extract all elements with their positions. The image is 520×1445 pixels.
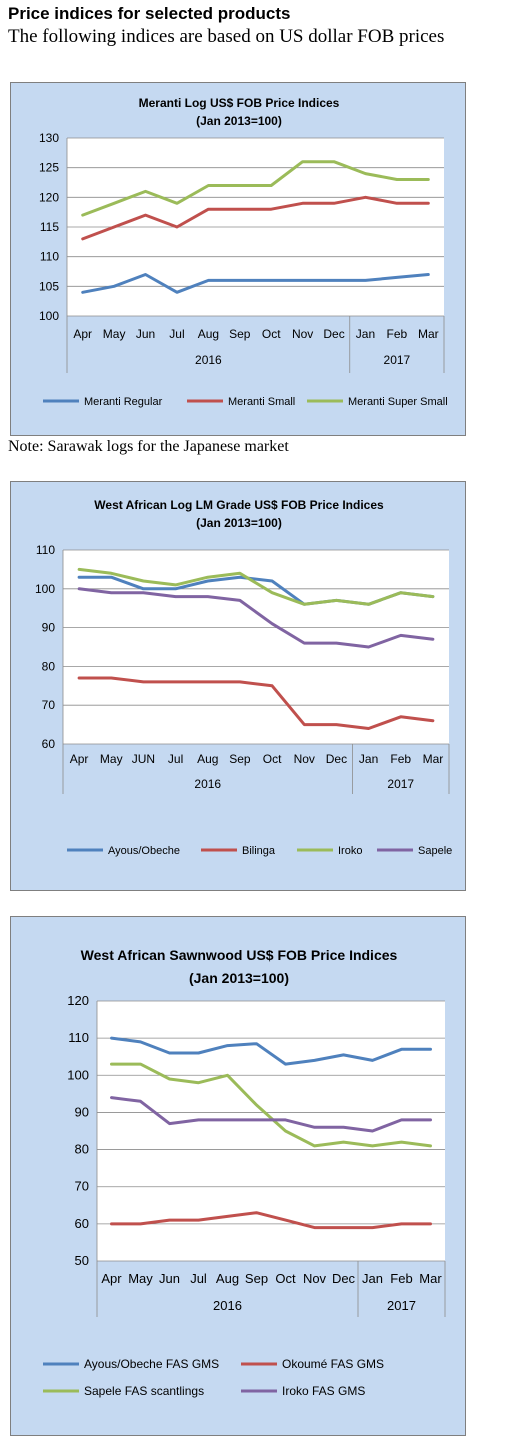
y-tick-label: 105 <box>39 279 59 293</box>
x-tick-label: Aug <box>216 1271 239 1286</box>
x-tick-label: Jun <box>159 1271 180 1286</box>
year-label: 2016 <box>213 1298 242 1313</box>
x-tick-label: Dec <box>326 752 347 766</box>
chart-title: West African Sawnwood US$ FOB Price Indi… <box>81 947 398 963</box>
x-tick-label: Dec <box>323 327 344 341</box>
y-tick-label: 100 <box>39 309 59 323</box>
west-african-log-chart-panel: West African Log LM Grade US$ FOB Price … <box>10 481 466 891</box>
year-label: 2017 <box>387 777 414 791</box>
page-heading: Price indices for selected products <box>8 4 291 23</box>
y-tick-label: 130 <box>39 131 59 145</box>
y-tick-label: 70 <box>42 698 56 712</box>
west-african-sawnwood-chart-panel: West African Sawnwood US$ FOB Price Indi… <box>10 916 466 1436</box>
x-tick-label: Apr <box>101 1271 122 1286</box>
y-tick-label: 80 <box>42 659 56 673</box>
x-tick-label: Nov <box>292 327 313 341</box>
x-tick-label: Sep <box>229 327 251 341</box>
x-tick-label: Feb <box>390 1271 412 1286</box>
y-tick-label: 125 <box>39 161 59 175</box>
series-line-okoum-fas-gms <box>110 1211 432 1230</box>
series-line-meranti-small <box>81 195 430 241</box>
x-tick-label: May <box>100 752 123 766</box>
year-label: 2016 <box>195 353 222 367</box>
page-subheading: The following indices are based on US do… <box>8 26 445 47</box>
series-line-iroko-fas-gms <box>110 1096 432 1133</box>
year-label: 2017 <box>384 353 411 367</box>
legend-label: Meranti Small <box>228 396 295 408</box>
x-tick-label: Oct <box>263 752 282 766</box>
x-tick-label: Apr <box>70 752 89 766</box>
x-tick-label: May <box>103 327 126 341</box>
chart-subtitle: (Jan 2013=100) <box>196 516 282 530</box>
year-label: 2016 <box>194 777 221 791</box>
series-line-meranti-super-small <box>81 160 430 217</box>
x-tick-label: Feb <box>387 327 408 341</box>
legend-label: Iroko FAS GMS <box>282 1384 365 1398</box>
series-line-meranti-regular <box>81 273 430 294</box>
y-tick-label: 120 <box>67 993 89 1008</box>
x-tick-label: Feb <box>390 752 411 766</box>
series-line-bilinga <box>77 676 435 730</box>
meranti-chart: Meranti Log US$ FOB Price Indices (Jan 20… <box>39 96 448 408</box>
x-tick-label: Jul <box>169 327 184 341</box>
y-tick-label: 60 <box>75 1216 89 1231</box>
x-tick-label: Jan <box>362 1271 383 1286</box>
y-tick-label: 90 <box>75 1104 89 1119</box>
legend-label: Sapele <box>418 845 452 857</box>
west-african-log-chart: West African Log LM Grade US$ FOB Price … <box>35 498 452 857</box>
chart-subtitle: (Jan 2013=100) <box>196 114 282 128</box>
legend-label: Meranti Regular <box>84 396 163 408</box>
x-tick-label: Sep <box>229 752 251 766</box>
x-tick-label: Mar <box>419 1271 442 1286</box>
chart-subtitle: (Jan 2013=100) <box>189 970 289 986</box>
legend-label: Bilinga <box>242 845 276 857</box>
series-line-iroko <box>77 567 435 606</box>
x-tick-label: JUN <box>132 752 155 766</box>
series-line-ayous-obeche-fas-gms <box>110 1036 432 1066</box>
y-tick-label: 50 <box>75 1253 89 1268</box>
chart-note: Note: Sarawak logs for the Japanese mark… <box>8 438 289 455</box>
series-line-sapele-fas-scantlings <box>110 1062 432 1148</box>
year-label: 2017 <box>387 1298 416 1313</box>
y-tick-label: 60 <box>42 737 56 751</box>
x-tick-label: Jul <box>168 752 183 766</box>
y-tick-label: 110 <box>40 250 59 264</box>
y-tick-label: 100 <box>67 1067 89 1082</box>
x-tick-label: Nov <box>303 1271 327 1286</box>
legend-label: Iroko <box>338 845 362 857</box>
x-tick-label: May <box>128 1271 153 1286</box>
x-tick-label: Jan <box>356 327 375 341</box>
y-tick-label: 100 <box>35 582 55 596</box>
legend-label: Meranti Super Small <box>348 396 448 408</box>
legend-label: Ayous/Obeche FAS GMS <box>84 1357 219 1371</box>
y-tick-label: 110 <box>68 1030 89 1045</box>
legend-label: Sapele FAS scantlings <box>84 1384 204 1398</box>
x-tick-label: Oct <box>275 1271 296 1286</box>
legend-label: Okoumé FAS GMS <box>282 1357 384 1371</box>
y-tick-label: 90 <box>42 621 56 635</box>
chart-title: Meranti Log US$ FOB Price Indices <box>139 96 340 110</box>
x-tick-label: Mar <box>423 752 444 766</box>
x-tick-label: Nov <box>294 752 315 766</box>
x-tick-label: Jan <box>359 752 378 766</box>
y-tick-label: 115 <box>40 220 59 234</box>
west-african-sawnwood-chart: West African Sawnwood US$ FOB Price Indi… <box>43 947 446 1398</box>
meranti-chart-panel: Meranti Log US$ FOB Price Indices (Jan 20… <box>10 82 466 436</box>
series-line-sapele <box>77 587 435 649</box>
x-tick-label: Aug <box>198 327 219 341</box>
y-tick-label: 80 <box>75 1142 89 1157</box>
x-tick-label: Jun <box>136 327 155 341</box>
y-tick-label: 70 <box>75 1179 89 1194</box>
y-tick-label: 120 <box>39 190 59 204</box>
x-tick-label: Dec <box>332 1271 356 1286</box>
legend-label: Ayous/Obeche <box>108 845 180 857</box>
x-tick-label: Apr <box>73 327 92 341</box>
x-tick-label: Jul <box>190 1271 207 1286</box>
x-tick-label: Aug <box>197 752 218 766</box>
x-tick-label: Oct <box>262 327 281 341</box>
y-tick-label: 110 <box>36 543 55 557</box>
x-tick-label: Sep <box>245 1271 268 1286</box>
chart-title: West African Log LM Grade US$ FOB Price … <box>94 498 384 512</box>
x-tick-label: Mar <box>418 327 439 341</box>
